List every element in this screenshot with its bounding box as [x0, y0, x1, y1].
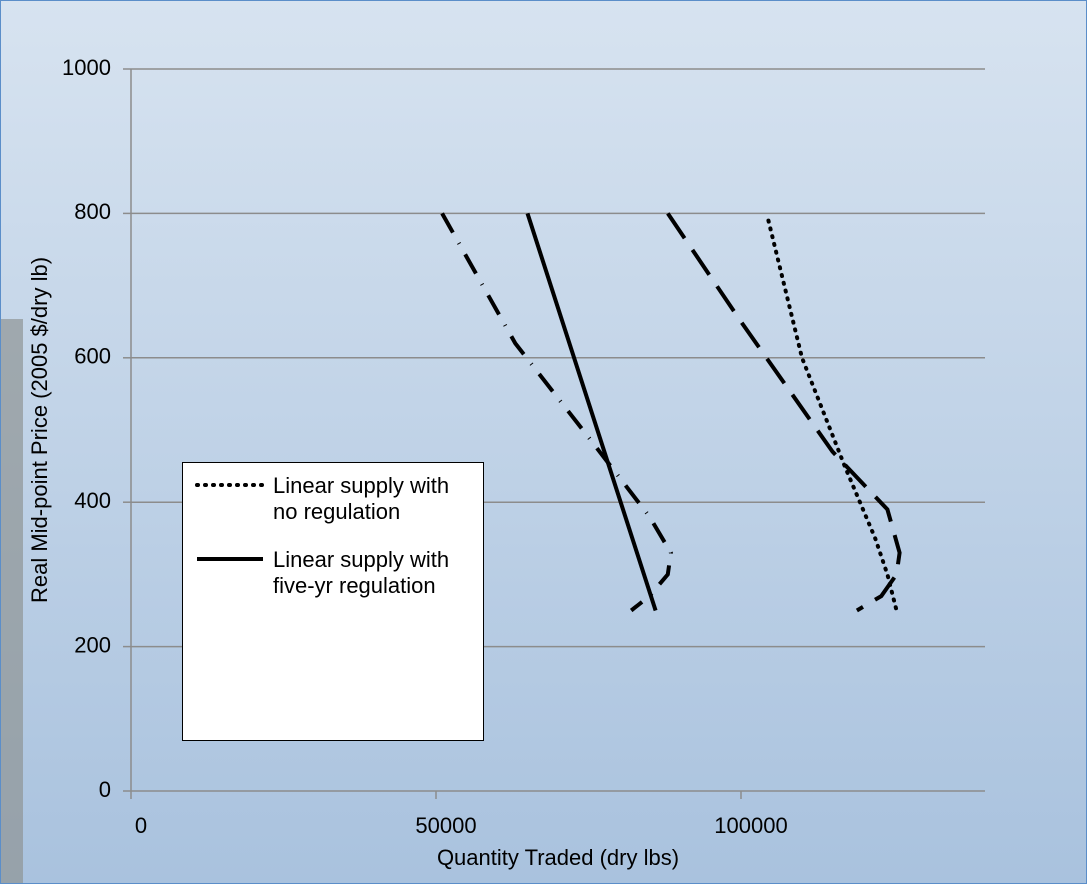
line-series — [525, 212, 658, 612]
legend-label: Linear supply with no regulation — [273, 473, 450, 524]
line-series — [440, 212, 673, 613]
legend-item: Linear supply with five-yr regulation — [193, 547, 473, 599]
y-tick-label: 1000 — [62, 55, 111, 80]
legend-swatch — [197, 557, 263, 561]
x-axis-label: Quantity Traded (dry lbs) — [437, 845, 679, 870]
line-series — [666, 212, 902, 613]
legend-label: Linear supply with five-yr regulation — [273, 547, 450, 598]
y-tick-label: 600 — [74, 344, 111, 369]
y-tick-label: 400 — [74, 488, 111, 513]
legend-swatch — [195, 483, 265, 487]
x-tick-label: 50000 — [415, 813, 476, 838]
line-series — [766, 218, 899, 613]
x-tick-label: 0 — [135, 813, 147, 838]
legend-item: Linear supply with no regulation — [193, 473, 473, 525]
legend: Linear supply with no regulation Linear s… — [182, 462, 484, 741]
y-axis-label: Real Mid-point Price (2005 $/dry lb) — [27, 257, 52, 603]
y-tick-label: 800 — [74, 199, 111, 224]
y-tick-label: 0 — [99, 777, 111, 802]
y-tick-label: 200 — [74, 632, 111, 657]
x-tick-label: 100000 — [714, 813, 787, 838]
background-photo-strip — [1, 319, 23, 883]
